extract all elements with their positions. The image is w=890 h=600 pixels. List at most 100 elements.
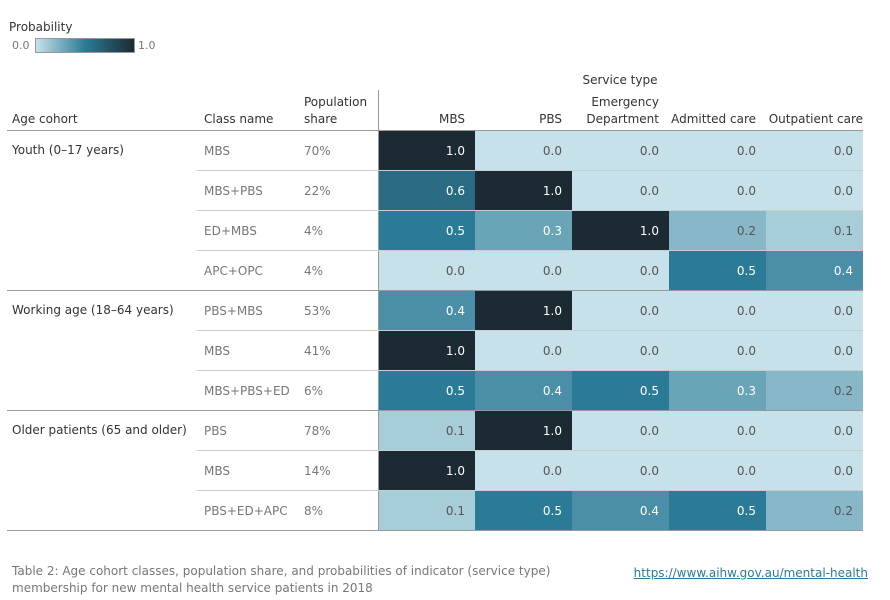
class-name: PBS+MBS (204, 304, 263, 318)
heat-cell: 0.5 (379, 371, 475, 411)
class-name: MBS (204, 464, 230, 478)
population-share: 8% (304, 504, 324, 518)
heat-cell: 0.0 (766, 291, 863, 331)
row-separator (7, 410, 863, 411)
heat-cell: 0.1 (379, 411, 475, 451)
heat-cell: 0.1 (766, 211, 863, 251)
age-cohort: Youth (0–17 years) (12, 143, 124, 157)
population-share: 41% (304, 344, 331, 358)
heat-cell: 0.5 (475, 491, 572, 531)
heat-cell: 0.0 (475, 131, 572, 171)
group-header: Service type (582, 73, 658, 87)
heat-cell: 0.0 (766, 411, 863, 451)
heat-cell: 0.1 (379, 491, 475, 531)
heat-cell: 0.0 (475, 331, 572, 371)
heat-cell: 0.0 (572, 171, 669, 211)
column-header-text: Admitted care (671, 112, 756, 126)
heat-cell: 0.5 (379, 211, 475, 251)
source-link[interactable]: https://www.aihw.gov.au/mental-health (633, 566, 868, 580)
column-header: Emergency Department (552, 90, 659, 128)
heat-cell: 0.0 (572, 131, 669, 171)
heat-cell: 0.6 (379, 171, 475, 211)
heat-cell: 0.0 (572, 411, 669, 451)
class-name: PBS+ED+APC (204, 504, 288, 518)
heat-cell: 0.0 (475, 451, 572, 491)
heat-cell: 1.0 (379, 451, 475, 491)
heat-cell: 0.0 (766, 451, 863, 491)
legend-title: Probability (9, 20, 73, 34)
heat-cell: 0.0 (475, 251, 572, 291)
column-header: MBS (359, 90, 465, 128)
population-share: 4% (304, 264, 324, 278)
class-name: PBS (204, 424, 227, 438)
heat-cell: 0.4 (572, 491, 669, 531)
population-share: 6% (304, 384, 324, 398)
legend-min: 0.0 (12, 39, 30, 52)
heat-cell: 1.0 (379, 131, 475, 171)
row-separator (197, 170, 863, 171)
row-separator (197, 370, 863, 371)
heat-cell: 0.5 (572, 371, 669, 411)
column-header: Age cohort (12, 90, 162, 128)
heat-cell: 1.0 (475, 171, 572, 211)
column-header-text: Population share (304, 95, 368, 126)
legend-max: 1.0 (138, 39, 156, 52)
population-share: 14% (304, 464, 331, 478)
column-header-text: Outpatient care (768, 112, 863, 126)
column-header-text: Emergency Department (586, 95, 659, 126)
heat-cell: 0.3 (475, 211, 572, 251)
heat-cell: 0.0 (379, 251, 475, 291)
heat-cell: 0.0 (572, 291, 669, 331)
heat-cell: 1.0 (475, 411, 572, 451)
class-name: MBS (204, 344, 230, 358)
heat-cell: 0.4 (766, 251, 863, 291)
population-share: 53% (304, 304, 331, 318)
heat-cell: 1.0 (572, 211, 669, 251)
population-share: 22% (304, 184, 331, 198)
heat-cell: 0.0 (572, 251, 669, 291)
heat-cell: 0.0 (669, 171, 766, 211)
heat-cell: 1.0 (475, 291, 572, 331)
population-share: 70% (304, 144, 331, 158)
column-header: Outpatient care (746, 90, 863, 128)
heat-cell: 0.0 (669, 291, 766, 331)
column-header-text: Class name (204, 112, 274, 126)
class-name: MBS+PBS (204, 184, 263, 198)
heat-cell: 0.0 (669, 411, 766, 451)
heat-cell: 0.3 (669, 371, 766, 411)
column-header-text: MBS (439, 112, 465, 126)
heat-cell: 0.0 (669, 131, 766, 171)
caption: Table 2: Age cohort classes, population … (12, 564, 551, 595)
class-name: ED+MBS (204, 224, 257, 238)
row-separator (197, 250, 863, 251)
heat-cell: 0.4 (475, 371, 572, 411)
heat-cell: 0.0 (572, 331, 669, 371)
population-share: 4% (304, 224, 324, 238)
class-name: APC+OPC (204, 264, 263, 278)
heat-cell: 0.2 (669, 211, 766, 251)
header-line (7, 130, 863, 131)
legend-gradient (35, 38, 135, 53)
row-separator (197, 210, 863, 211)
heat-cell: 0.2 (766, 371, 863, 411)
column-header-text: Age cohort (12, 112, 78, 126)
population-share: 78% (304, 424, 331, 438)
heat-cell: 0.2 (766, 491, 863, 531)
heat-cell: 0.0 (669, 331, 766, 371)
class-name: MBS (204, 144, 230, 158)
heat-cell: 0.0 (669, 451, 766, 491)
class-name: MBS+PBS+ED (204, 384, 290, 398)
heat-cell: 0.0 (572, 451, 669, 491)
heat-cell: 0.5 (669, 491, 766, 531)
age-cohort: Working age (18–64 years) (12, 303, 174, 317)
heat-cell: 0.5 (669, 251, 766, 291)
row-separator (197, 490, 863, 491)
column-header: Population share (304, 90, 374, 128)
column-header: Class name (204, 90, 294, 128)
column-header: Admitted care (649, 90, 756, 128)
row-separator (197, 450, 863, 451)
heat-cell: 0.4 (379, 291, 475, 331)
row-separator (7, 530, 863, 531)
column-header: PBS (455, 90, 562, 128)
